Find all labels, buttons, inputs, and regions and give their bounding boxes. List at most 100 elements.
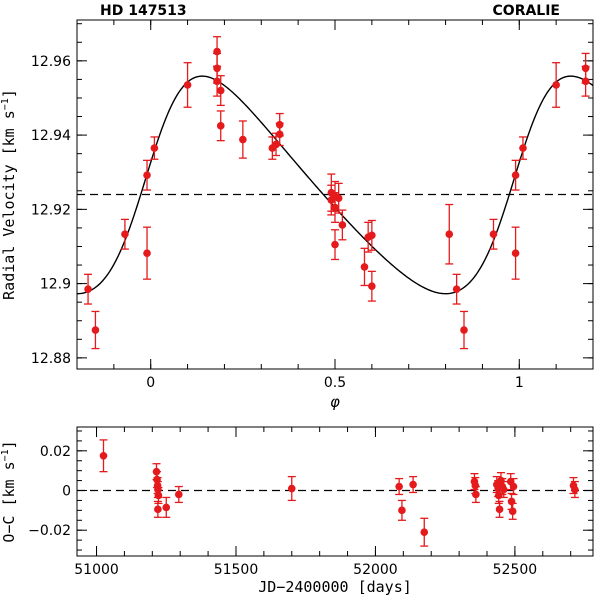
- data-point: [397, 499, 406, 521]
- data-marker: [183, 81, 192, 89]
- y-axis-title-exp: −1: [0, 449, 11, 461]
- y-axis-title: O−C [km s−1]: [0, 440, 18, 542]
- data-point: [91, 310, 100, 350]
- data-marker: [334, 194, 343, 203]
- data-point: [99, 439, 108, 473]
- y-axis-title-main: Radial Velocity: [0, 155, 18, 300]
- data-marker: [84, 285, 92, 293]
- data-marker: [452, 285, 461, 293]
- data-marker: [143, 249, 151, 257]
- data-marker: [571, 485, 579, 494]
- data-marker: [175, 490, 183, 499]
- data-marker: [495, 505, 504, 514]
- y-axis-title-unit: [km s: [0, 110, 18, 155]
- data-marker: [287, 484, 296, 493]
- data-point: [452, 273, 461, 305]
- x-axis-title: JD−2400000 [days]: [258, 578, 412, 596]
- y-axis-title-main: O−C: [0, 507, 18, 543]
- data-point: [499, 480, 508, 499]
- data-marker: [489, 230, 498, 239]
- data-marker: [154, 491, 163, 500]
- data-point: [518, 136, 527, 160]
- data-marker: [216, 86, 225, 95]
- data-marker: [150, 144, 159, 152]
- y-tick-label: −0.02: [28, 523, 71, 539]
- data-marker: [398, 506, 406, 515]
- data-point: [511, 159, 520, 191]
- data-point: [162, 496, 171, 518]
- data-marker: [272, 140, 280, 149]
- data-marker: [154, 505, 162, 514]
- data-point: [216, 110, 225, 142]
- data-marker: [368, 282, 376, 291]
- data-marker: [581, 77, 590, 86]
- y-tick-label: 12.96: [31, 54, 71, 70]
- data-marker: [91, 326, 100, 334]
- data-point: [445, 203, 454, 265]
- data-marker: [420, 528, 429, 536]
- data-marker: [239, 135, 247, 144]
- y-tick-label: 0.02: [40, 444, 71, 460]
- data-point: [338, 209, 347, 241]
- y-tick-label: 0: [62, 484, 71, 500]
- data-point: [570, 480, 579, 499]
- y-axis-title-exp: −1: [0, 98, 11, 110]
- data-point: [153, 500, 162, 518]
- data-marker: [472, 490, 480, 499]
- data-marker: [552, 81, 560, 89]
- data-point: [216, 75, 225, 107]
- data-marker: [368, 231, 376, 240]
- header-right: CORALIE: [493, 3, 560, 19]
- data-marker: [99, 451, 108, 460]
- x-tick-label: 0.5: [324, 375, 346, 391]
- data-point: [460, 310, 468, 350]
- rv-panel: 0 0.5 1 12.88 12.9 12.92 12.94 12.96 φ Radial Vel…: [0, 19, 594, 411]
- plot-frame: [76, 426, 594, 557]
- y-axis-title-close: ]: [0, 440, 18, 449]
- data-marker: [162, 503, 171, 512]
- data-marker: [509, 482, 518, 491]
- data-marker: [511, 171, 520, 179]
- y-tick-label: 12.92: [31, 202, 71, 218]
- data-point: [143, 226, 152, 280]
- data-point: [84, 273, 93, 305]
- data-point: [174, 485, 183, 504]
- data-point: [150, 136, 159, 160]
- data-point: [367, 270, 376, 302]
- y-axis-title-close: ]: [0, 89, 18, 98]
- data-point: [507, 492, 516, 511]
- data-point: [238, 120, 247, 159]
- data-point: [495, 500, 504, 518]
- data-point: [409, 475, 418, 494]
- data-marker: [338, 221, 347, 229]
- data-point: [287, 475, 296, 502]
- data-marker: [360, 263, 369, 271]
- data-marker: [331, 240, 339, 249]
- data-marker: [519, 144, 527, 152]
- data-point: [334, 182, 343, 214]
- data-marker: [507, 497, 516, 506]
- data-marker: [216, 122, 225, 130]
- data-marker: [395, 482, 403, 491]
- x-axis-title: φ: [330, 393, 340, 411]
- data-marker: [460, 326, 468, 334]
- data-point: [331, 229, 339, 261]
- data-marker: [213, 77, 221, 86]
- x-tick-label: 0: [146, 375, 155, 391]
- data-marker: [121, 230, 129, 239]
- y-tick-label: 12.94: [31, 128, 71, 144]
- data-point: [420, 517, 429, 547]
- data-point: [508, 502, 517, 520]
- y-axis-title-unit: [km s: [0, 461, 18, 506]
- data-marker: [445, 230, 454, 239]
- data-point: [360, 247, 369, 287]
- x-tick-label: 52000: [353, 562, 398, 578]
- data-marker: [143, 171, 151, 179]
- y-axis-title: Radial Velocity [km s−1]: [0, 89, 18, 300]
- data-marker: [499, 485, 508, 494]
- data-point: [364, 221, 373, 253]
- data-point: [395, 477, 404, 496]
- data-point: [581, 65, 590, 97]
- data-point: [367, 219, 376, 251]
